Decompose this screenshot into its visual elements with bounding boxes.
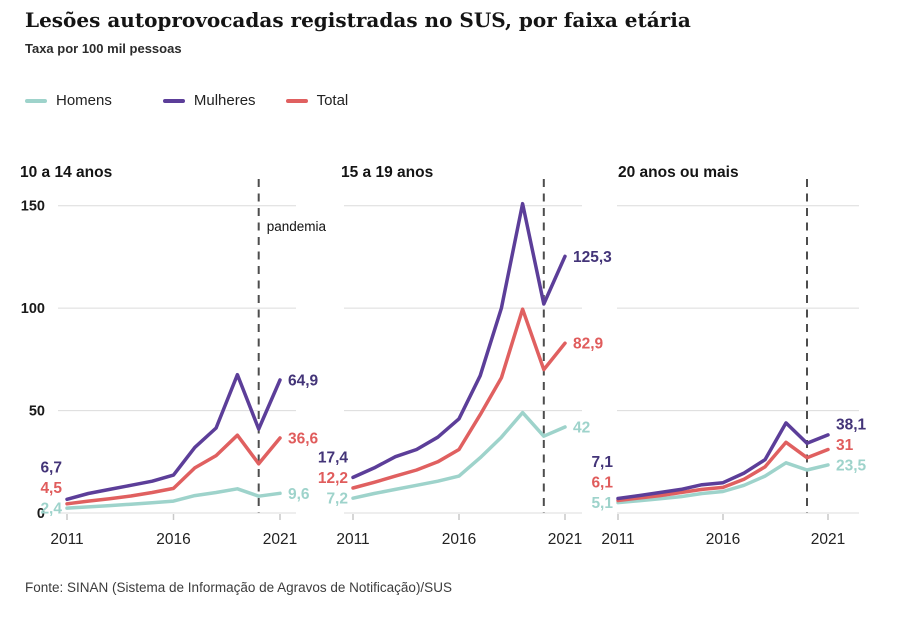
value-label-start: 6,1 xyxy=(591,475,613,492)
chart-panel: 20 anos ou mais 2011 2016 2021 5,1 6,1 7,1 23,5… xyxy=(591,164,866,548)
legend-item-mulheres: Mulheres xyxy=(162,92,256,109)
value-label-start: 4,5 xyxy=(40,480,62,497)
value-label-end: 42 xyxy=(573,419,590,436)
chart-panel: 15 a 19 anos 2011 2016 2021 7,2 12,2 17,4 42 82,… xyxy=(318,164,612,548)
legend: Homens Mulheres Total xyxy=(25,92,348,109)
chart-panel: 10 a 14 anos 0 50 100 150 pandemia 2011 2016 202… xyxy=(20,164,326,548)
legend-swatch-homens-icon xyxy=(25,98,47,103)
value-label-start: 6,7 xyxy=(40,460,62,477)
series-line-mulheres xyxy=(65,372,282,502)
legend-label-homens: Homens xyxy=(56,92,112,109)
value-label-start: 7,1 xyxy=(591,454,613,471)
legend-swatch-mulheres-icon xyxy=(162,98,185,103)
x-axis-label: 2011 xyxy=(50,531,83,548)
y-axis-label: 150 xyxy=(21,199,45,215)
value-label-end: 31 xyxy=(836,437,854,454)
legend-label-total: Total xyxy=(316,92,349,109)
value-label-end: 82,9 xyxy=(573,336,604,353)
series-line-total xyxy=(351,307,567,490)
series-line-total xyxy=(616,440,830,503)
page-subtitle: Taxa por 100 mil pessoas xyxy=(25,41,182,56)
value-label-end: 38,1 xyxy=(836,416,867,433)
value-label-start: 7,2 xyxy=(326,491,348,508)
value-label-end: 36,6 xyxy=(288,431,319,448)
legend-label-mulheres: Mulheres xyxy=(193,92,256,109)
series-line-mulheres xyxy=(351,201,567,480)
value-label-end: 64,9 xyxy=(288,373,319,390)
value-label-start: 5,1 xyxy=(591,495,613,512)
value-label-end: 23,5 xyxy=(836,457,867,474)
legend-item-homens: Homens xyxy=(25,92,112,109)
series-line-homens xyxy=(351,410,567,500)
series-line-mulheres xyxy=(616,421,830,501)
x-axis-label: 2021 xyxy=(263,531,297,548)
value-label-end: 9,6 xyxy=(288,486,310,503)
x-axis-label: 2021 xyxy=(548,531,582,548)
panel-title: 15 a 19 anos xyxy=(341,164,433,181)
x-axis-label: 2016 xyxy=(442,531,476,548)
x-axis-label: 2016 xyxy=(706,531,740,548)
value-label-start: 2,4 xyxy=(40,501,62,518)
legend-swatch-total-icon xyxy=(285,98,308,103)
legend-item-total: Total xyxy=(285,92,349,109)
series-line-total xyxy=(65,433,282,506)
y-axis-label: 50 xyxy=(29,404,45,420)
series-line-homens xyxy=(65,487,282,510)
page-title: Lesões autoprovocadas registradas no SUS… xyxy=(25,8,691,32)
x-axis-label: 2016 xyxy=(156,531,190,548)
x-axis-label: 2011 xyxy=(336,531,369,548)
y-axis-label: 0 xyxy=(37,506,45,522)
value-label-start: 12,2 xyxy=(318,470,348,487)
series-line-homens xyxy=(616,461,830,505)
y-axis-label: 100 xyxy=(21,301,45,317)
source-note: Fonte: SINAN (Sistema de Informação de A… xyxy=(25,580,452,595)
value-label-end: 125,3 xyxy=(573,249,612,266)
x-axis-label: 2021 xyxy=(811,531,845,548)
panel-title: 20 anos ou mais xyxy=(618,164,739,181)
pandemic-label: pandemia xyxy=(267,219,327,234)
panel-title: 10 a 14 anos xyxy=(20,164,112,181)
value-label-start: 17,4 xyxy=(318,450,349,467)
x-axis-label: 2011 xyxy=(601,531,634,548)
